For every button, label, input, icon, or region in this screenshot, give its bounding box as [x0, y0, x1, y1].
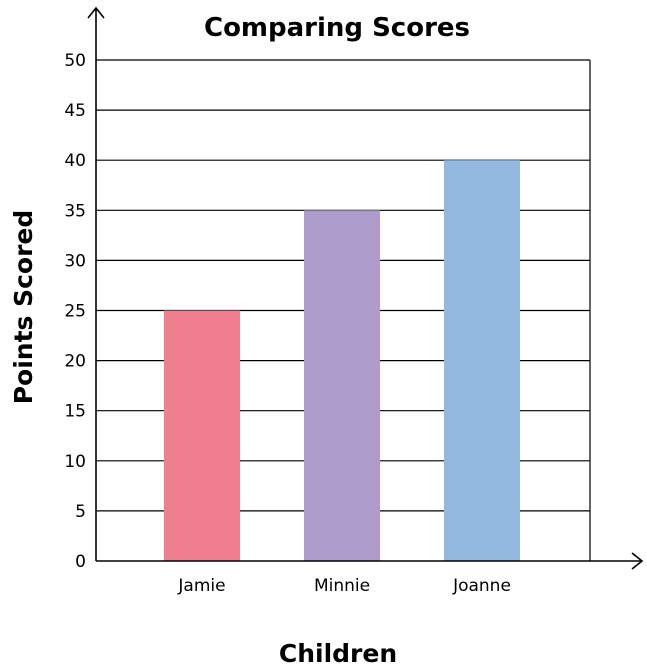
bar-joanne — [444, 160, 520, 561]
x-tick-labels: Jamie Minnie Joanne — [177, 576, 511, 596]
x-axis-arrow — [631, 552, 644, 570]
y-tick-label: 40 — [64, 151, 86, 171]
chart-title: Comparing Scores — [204, 13, 470, 43]
x-axis-title: Children — [279, 639, 397, 667]
y-axis-title: Points Scored — [9, 210, 38, 405]
bars-layer — [164, 160, 520, 562]
y-tick-label: 5 — [75, 502, 86, 522]
bar-minnie — [304, 210, 380, 562]
y-tick-label: 15 — [64, 402, 86, 422]
x-tick-label: Joanne — [452, 576, 511, 596]
y-tick-label: 50 — [64, 51, 86, 71]
axes-layer — [87, 6, 644, 570]
y-tick-label: 0 — [75, 552, 86, 572]
y-tick-labels: 0 5 10 15 20 25 30 35 40 45 50 — [64, 51, 86, 572]
x-tick-label: Minnie — [314, 576, 370, 596]
y-tick-label: 10 — [64, 452, 86, 472]
y-tick-label: 30 — [64, 251, 86, 271]
y-axis-arrow — [87, 6, 105, 19]
y-tick-label: 45 — [64, 101, 86, 121]
y-tick-label: 35 — [64, 201, 86, 221]
y-tick-label: 25 — [64, 302, 86, 322]
x-tick-label: Jamie — [177, 576, 225, 596]
bar-jamie — [164, 310, 240, 561]
y-tick-label: 20 — [64, 352, 86, 372]
